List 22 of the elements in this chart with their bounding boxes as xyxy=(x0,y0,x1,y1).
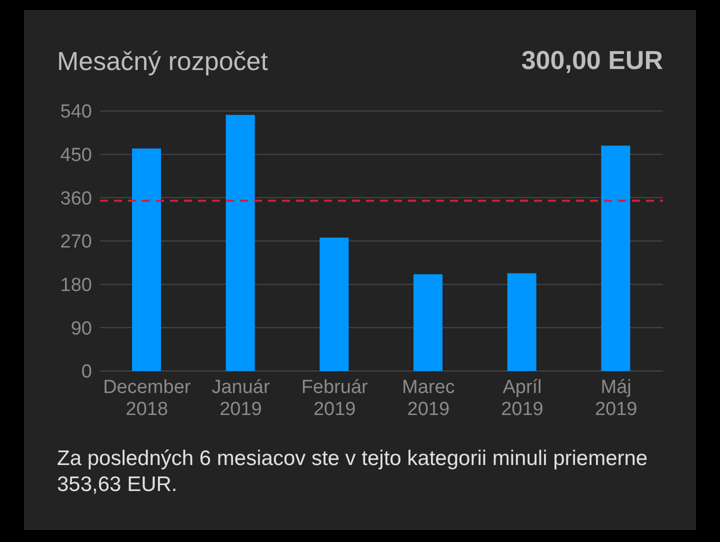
bar xyxy=(132,148,161,371)
text: Za posledných 6 mesiacov ste v tejto kategorii minuli priemerne 353,63 EUR. xyxy=(57,446,649,498)
x-tick-label: December 2018 xyxy=(103,377,192,420)
chart-title: Mesačný rozpočet xyxy=(57,46,268,77)
y-tick-label: 90 xyxy=(70,318,92,340)
y-tick-label: 450 xyxy=(60,145,92,166)
x-tick-label: Apríl 2019 xyxy=(501,377,544,420)
chart-subtitle: 300,00 EUR xyxy=(521,45,663,76)
y-tick-label: 270 xyxy=(60,232,92,253)
x-tick-label: Február 2019 xyxy=(301,377,369,420)
y-tick-label: 0 xyxy=(81,362,92,383)
bar xyxy=(320,238,349,371)
x-tick-label: Marec 2019 xyxy=(402,377,455,420)
bar xyxy=(507,273,536,371)
x-tick-label: Máj 2019 xyxy=(594,377,638,420)
y-tick-label: 360 xyxy=(60,188,92,210)
x-tick-label: Január 2019 xyxy=(212,377,270,420)
bar xyxy=(226,114,255,371)
y-tick-label: 540 xyxy=(60,102,92,123)
bar xyxy=(601,146,630,371)
bar xyxy=(414,274,442,371)
y-tick-label: 180 xyxy=(60,275,92,296)
